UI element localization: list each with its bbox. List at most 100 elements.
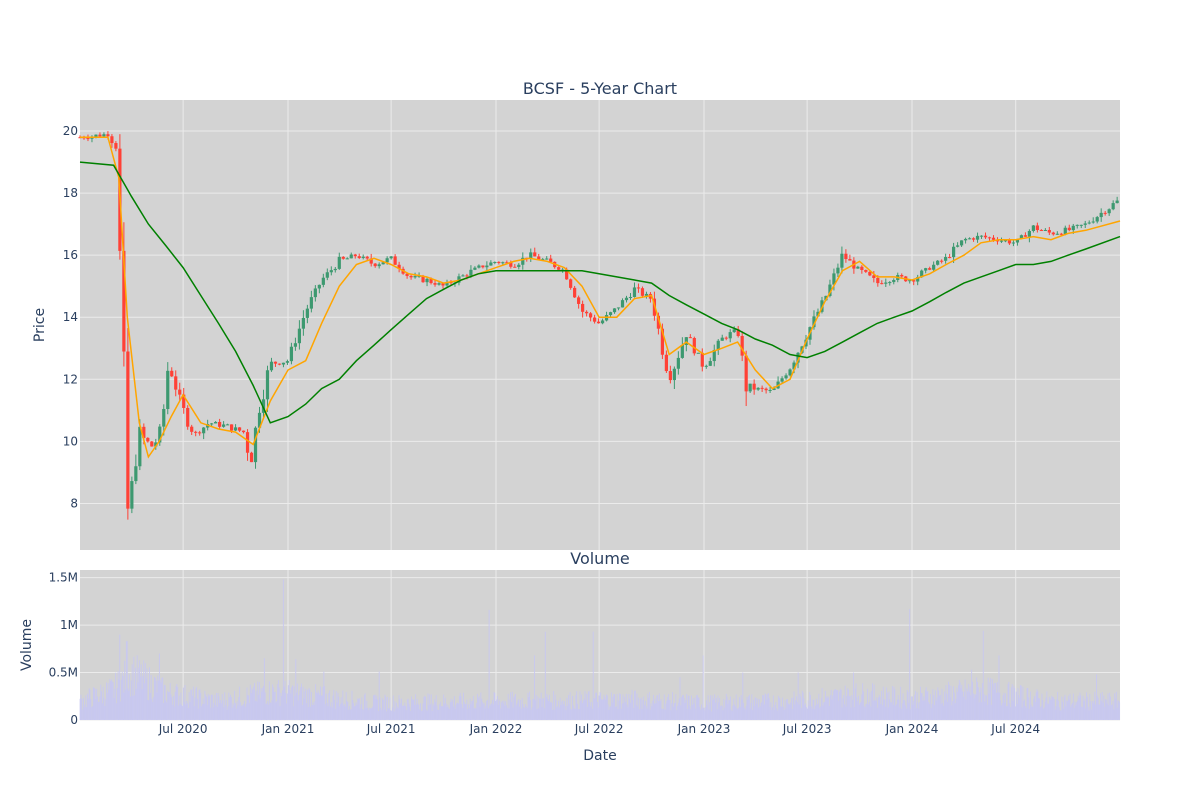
- candle-body: [991, 237, 996, 240]
- volume-bar: [719, 698, 721, 720]
- volume-bar: [710, 711, 712, 720]
- volume-bar: [242, 705, 244, 720]
- volume-bar: [784, 700, 786, 720]
- candle-body: [369, 258, 373, 264]
- candle-body: [912, 280, 916, 282]
- volume-bar: [321, 695, 323, 720]
- volume-bar: [248, 695, 250, 720]
- volume-bar: [283, 686, 285, 720]
- volume-bar: [166, 702, 168, 720]
- volume-bar: [772, 695, 774, 720]
- volume-bar: [480, 692, 482, 720]
- volume-bar: [177, 686, 179, 720]
- volume-bar: [1089, 693, 1091, 720]
- volume-bar: [1024, 706, 1026, 720]
- volume-bar: [245, 703, 247, 720]
- volume-bar: [120, 679, 122, 720]
- volume-bar: [549, 702, 551, 720]
- candle-body: [210, 423, 214, 425]
- volume-bar: [950, 685, 952, 720]
- volume-bar: [1013, 685, 1015, 720]
- volume-bar: [880, 703, 882, 720]
- candle-body: [664, 354, 668, 372]
- candle-body: [764, 388, 768, 391]
- volume-bar: [844, 685, 846, 720]
- candle-body: [281, 362, 286, 365]
- volume-bar: [145, 678, 147, 720]
- candle-body: [98, 134, 102, 137]
- volume-bar: [961, 684, 963, 720]
- volume-bar: [525, 706, 527, 720]
- volume-bar: [544, 631, 546, 720]
- volume-bar: [714, 694, 716, 720]
- volume-bar: [106, 682, 107, 720]
- volume-bar: [578, 708, 580, 720]
- volume-bar: [1104, 706, 1106, 720]
- volume-bar: [711, 695, 713, 720]
- volume-bar: [601, 699, 603, 720]
- candle-body: [1027, 230, 1031, 237]
- volume-bar: [208, 696, 210, 720]
- candle-body: [517, 264, 521, 268]
- volume-bar: [99, 696, 101, 720]
- volume-bar: [1021, 707, 1023, 720]
- volume-bar: [433, 705, 435, 720]
- volume-bar: [201, 704, 203, 720]
- volume-bar: [462, 707, 464, 720]
- volume-bar: [537, 696, 539, 720]
- candle-body: [441, 283, 445, 286]
- volume-bar: [1080, 695, 1082, 720]
- price-plot-area: [80, 100, 1120, 550]
- volume-bar: [586, 693, 588, 720]
- volume-bar: [557, 706, 559, 720]
- volume-bar: [637, 706, 639, 720]
- volume-bar: [981, 702, 983, 720]
- candle-body: [198, 432, 202, 434]
- volume-bar: [812, 699, 814, 720]
- volume-bar: [582, 703, 583, 720]
- volume-bar: [1037, 691, 1039, 720]
- volume-bar: [824, 701, 826, 720]
- volume-bar: [563, 704, 564, 720]
- volume-bar: [701, 708, 703, 720]
- candle-body: [301, 317, 305, 329]
- volume-bar: [860, 701, 862, 720]
- volume-bar: [338, 696, 340, 720]
- volume-bar: [962, 696, 964, 720]
- volume-bar: [158, 653, 160, 720]
- volume-bar: [263, 685, 264, 720]
- volume-bar: [1015, 691, 1017, 720]
- volume-bar: [264, 692, 266, 720]
- candle-body: [628, 296, 633, 298]
- volume-bar: [983, 694, 985, 720]
- volume-bar: [661, 708, 663, 720]
- volume-bar: [1053, 697, 1054, 720]
- volume-bar: [995, 683, 997, 720]
- volume-bar: [758, 707, 759, 720]
- volume-bar: [1054, 709, 1056, 720]
- volume-bar: [187, 707, 189, 720]
- volume-bar: [177, 705, 179, 720]
- volume-bar: [209, 695, 211, 720]
- volume-bar: [402, 705, 404, 720]
- volume-bar: [334, 708, 336, 720]
- candle-body: [86, 138, 90, 140]
- volume-bar: [162, 677, 164, 720]
- volume-bar: [910, 709, 911, 720]
- volume-bar: [461, 704, 463, 720]
- volume-bar: [1105, 699, 1106, 720]
- volume-bar: [530, 709, 532, 720]
- volume-bar: [388, 708, 390, 720]
- volume-bar: [267, 701, 269, 720]
- candle-body: [744, 355, 748, 392]
- volume-bar: [207, 693, 209, 720]
- volume-bar: [873, 684, 875, 720]
- volume-bar: [355, 702, 357, 720]
- volume-bar: [1028, 697, 1030, 720]
- volume-bar: [992, 683, 994, 720]
- volume-bar: [97, 701, 99, 720]
- price-y-tick: 18: [63, 186, 78, 200]
- volume-bar: [456, 702, 458, 720]
- candle-body: [736, 329, 740, 336]
- volume-bar: [831, 699, 833, 720]
